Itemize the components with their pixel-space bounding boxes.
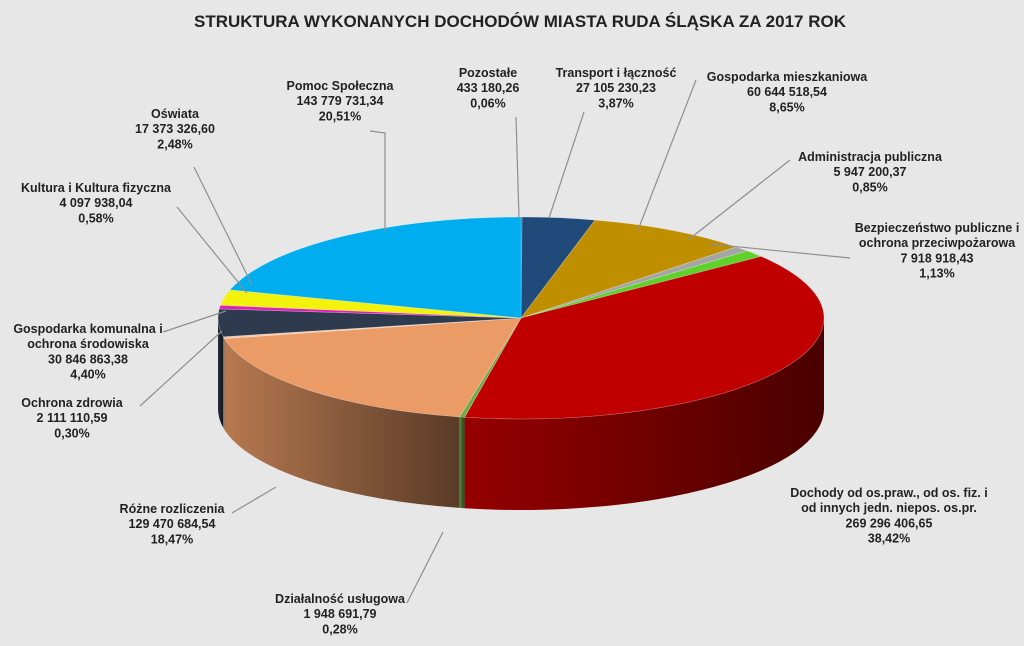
data-label-12: Pomoc Społeczna 143 779 731,34 20,51% <box>287 79 395 123</box>
data-label-11: Oświata 17 373 326,60 2,48% <box>135 107 215 151</box>
pie-slice-10[interactable] <box>218 304 522 319</box>
leader-line-11 <box>193 166 253 286</box>
data-label-name: Administracja publiczna <box>798 150 943 164</box>
data-label-name: Gospodarka mieszkaniowa <box>707 70 869 84</box>
pie-slice-12[interactable] <box>229 216 522 319</box>
leader-line-7 <box>231 486 277 514</box>
leader-line-12 <box>369 130 386 232</box>
data-label-value: 7 918 918,43 <box>901 251 974 265</box>
data-label-9: Gospodarka komunalna i ochrona środowiska… <box>13 322 162 382</box>
pie-slice-7[interactable] <box>223 317 522 418</box>
data-label-5: Dochody od os.praw., od os. fiz. i od inn… <box>790 486 987 546</box>
data-label-name: Dochody od os.praw., od os. fiz. i <box>790 486 987 500</box>
data-label-value: 143 779 731,34 <box>297 94 384 108</box>
data-label-percent: 1,13% <box>919 267 954 281</box>
data-label-name: ochrona środowiska <box>27 337 150 351</box>
leader-line-2 <box>637 79 697 231</box>
data-label-name: Kultura i Kultura fizyczna <box>21 181 172 195</box>
data-label-percent: 4,40% <box>70 368 105 382</box>
pie-slice-0[interactable] <box>520 216 523 319</box>
data-label-8: Ochrona zdrowia 2 111 110,59 0,30% <box>21 396 123 440</box>
data-label-value: 4 097 938,04 <box>60 196 133 210</box>
data-label-percent: 0,58% <box>78 211 113 225</box>
data-label-7: Różne rozliczenia 129 470 684,54 18,47% <box>120 502 226 546</box>
data-label-value: 433 180,26 <box>457 81 520 95</box>
data-label-percent: 0,85% <box>852 180 887 194</box>
data-label-percent: 20,51% <box>319 109 361 123</box>
leader-line-10 <box>176 206 248 294</box>
pie-side-9 <box>218 318 224 428</box>
data-label-3: Administracja publiczna 5 947 200,37 0,85% <box>798 150 943 194</box>
data-labels: Pozostałe 433 180,26 0,06% Transport i łącz… <box>13 66 1019 636</box>
data-label-name: Pozostałe <box>459 66 517 80</box>
leader-line-3 <box>687 159 791 241</box>
data-label-name: Transport i łączność <box>556 66 677 80</box>
data-label-name: Bezpieczeństwo publiczne i <box>855 221 1020 235</box>
pie-slice-1[interactable] <box>520 216 596 319</box>
data-label-name: Różne rozliczenia <box>120 502 226 516</box>
chart-title: STRUKTURA WYKONANYCH DOCHODÓW MIASTA RUD… <box>194 12 847 31</box>
label-leaders <box>139 79 851 604</box>
data-label-value: 2 111 110,59 <box>37 411 108 425</box>
pie-side-6 <box>459 416 465 509</box>
pie-slice-6[interactable] <box>458 317 522 418</box>
data-label-value: 27 105 230,23 <box>576 81 656 95</box>
pie-tops <box>217 216 825 420</box>
data-label-name: Działalność usługowa <box>275 592 406 606</box>
pie-side-7 <box>224 338 460 508</box>
data-label-value: 1 948 691,79 <box>304 607 377 621</box>
data-label-name: Ochrona zdrowia <box>21 396 123 410</box>
leader-line-4 <box>709 243 851 259</box>
pie-slice-4[interactable] <box>520 250 763 319</box>
data-label-name: od innych jedn. niepos. os.pr. <box>801 501 977 515</box>
data-label-10: Kultura i Kultura fizyczna 4 097 938,04 0,… <box>21 181 172 225</box>
data-label-name: Pomoc Społeczna <box>287 79 395 93</box>
data-label-percent: 3,87% <box>598 96 633 110</box>
pie-slice-2[interactable] <box>520 219 738 319</box>
data-label-value: 269 296 406,65 <box>846 516 933 530</box>
data-label-percent: 18,47% <box>151 532 193 546</box>
leader-line-8 <box>139 330 223 407</box>
data-label-6: Działalność usługowa 1 948 691,79 0,28% <box>275 592 406 636</box>
data-label-0: Pozostałe 433 180,26 0,06% <box>457 66 520 110</box>
pie-slice-8[interactable] <box>222 317 522 339</box>
leader-line-1 <box>548 111 585 219</box>
data-label-percent: 0,06% <box>470 96 505 110</box>
data-label-percent: 38,42% <box>868 532 910 546</box>
data-label-name: Oświata <box>151 107 200 121</box>
data-label-percent: 0,30% <box>54 426 89 440</box>
leader-line-9 <box>162 310 227 333</box>
pie-slice-11[interactable] <box>219 289 522 319</box>
data-label-value: 5 947 200,37 <box>834 165 907 179</box>
pie-slice-5[interactable] <box>464 256 825 420</box>
data-label-1: Transport i łączność 27 105 230,23 3,87% <box>556 66 677 110</box>
leader-line-6 <box>406 531 444 604</box>
leader-line-0 <box>515 116 520 219</box>
data-label-2: Gospodarka mieszkaniowa 60 644 518,54 8,65… <box>707 70 869 114</box>
pie-slice-9[interactable] <box>217 308 522 338</box>
data-label-name: Gospodarka komunalna i <box>13 322 162 336</box>
pie-side-8 <box>223 336 225 430</box>
pie-sides <box>218 318 824 510</box>
data-label-percent: 0,28% <box>322 622 357 636</box>
data-label-value: 129 470 684,54 <box>129 517 216 531</box>
data-label-percent: 8,65% <box>769 100 804 114</box>
data-label-value: 30 846 863,38 <box>48 352 128 366</box>
data-label-value: 60 644 518,54 <box>747 85 827 99</box>
data-label-value: 17 373 326,60 <box>135 122 215 136</box>
data-label-percent: 2,48% <box>157 137 192 151</box>
pie-side-5 <box>464 318 824 510</box>
data-label-name: ochrona przeciwpożarowa <box>859 236 1016 250</box>
data-label-4: Bezpieczeństwo publiczne i ochrona przeci… <box>855 221 1020 281</box>
